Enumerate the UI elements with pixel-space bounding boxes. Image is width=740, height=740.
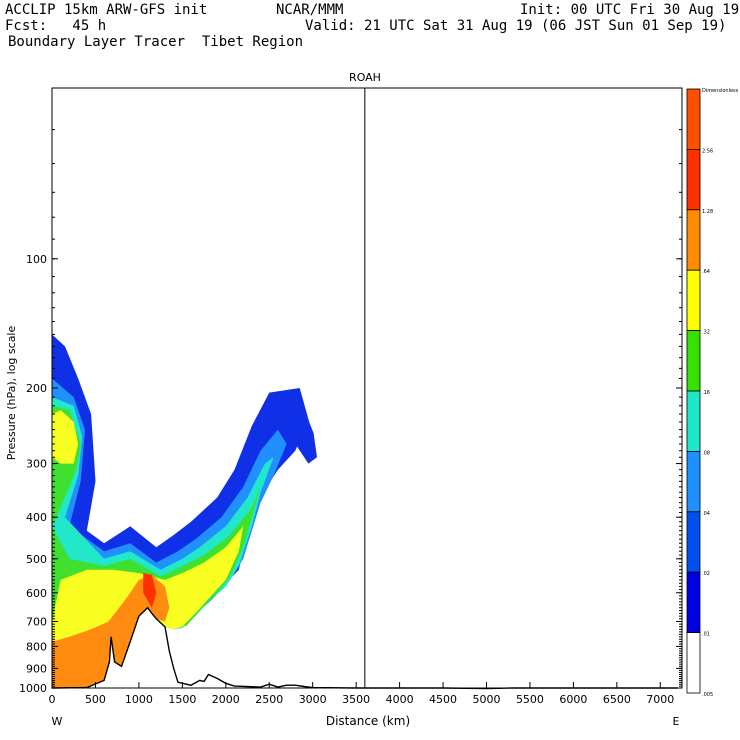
y-tick-label: 900 <box>26 662 47 675</box>
colorbar-level-label: 2.56 <box>702 148 713 154</box>
x-tick-label: 3500 <box>342 693 370 706</box>
tracer-field <box>51 88 678 690</box>
colorbar-swatch <box>686 450 701 513</box>
east-end-label: E <box>673 715 680 728</box>
colorbar-swatch <box>686 88 701 150</box>
colorbar: Dimensionless 2.56 1.28 .64 .32 .16 .08 .04 .02.… <box>686 88 739 698</box>
x-tick-label: 1000 <box>125 693 153 706</box>
chart-title: ROAH <box>349 71 381 84</box>
valid-time: Valid: 21 UTC Sat 31 Aug 19 (06 JST Sun … <box>305 18 727 34</box>
x-tick-label: 1500 <box>168 693 196 706</box>
x-tick-label: 6000 <box>559 693 587 706</box>
colorbar-swatch <box>686 571 701 634</box>
x-tick-label: 6500 <box>603 693 631 706</box>
tracer-contour-p32-5 <box>52 410 79 464</box>
y-tick-label: 600 <box>26 587 47 600</box>
y-tick-label: 100 <box>26 253 47 266</box>
colorbar-swatch <box>686 148 701 211</box>
colorbar-level-label: .005 <box>702 692 713 698</box>
y-tick-label: 500 <box>26 553 47 566</box>
y-tick-label: 700 <box>26 616 47 629</box>
colorbar-swatch <box>686 511 701 573</box>
colorbar-level-label: 1.28 <box>702 209 713 215</box>
organization-label: NCAR/MMM <box>276 2 344 18</box>
y-axis-label: Pressure (hPa), log scale <box>5 326 18 461</box>
colorbar-level-label: .02 <box>702 571 710 577</box>
x-tick-label: 2000 <box>212 693 240 706</box>
colorbar-swatch <box>686 330 701 392</box>
x-tick-label: 500 <box>85 693 106 706</box>
x-tick-label: 4000 <box>386 693 414 706</box>
x-tick-label: 2500 <box>255 693 283 706</box>
y-tick-label: 400 <box>26 511 47 524</box>
colorbar-swatch <box>686 390 701 452</box>
colorbar-level-label: .01 <box>702 632 710 638</box>
colorbar-swatch <box>686 269 701 332</box>
x-tick-label: 0 <box>49 693 56 706</box>
x-tick-label: 4500 <box>429 693 457 706</box>
x-tick-label: 3000 <box>299 693 327 706</box>
colorbar-level-label: Dimensionless <box>702 88 739 94</box>
axis-ticks: 0 500 1000 1500 2000 2500 3000 3500 4000 4500 5000… <box>19 129 682 706</box>
y-tick-label: 300 <box>26 458 47 471</box>
y-tick-label: 800 <box>26 640 47 653</box>
west-end-label: W <box>52 715 63 728</box>
field-description: Boundary Layer Tracer Tibet Region <box>8 34 304 50</box>
colorbar-level-label: .08 <box>702 450 710 456</box>
colorbar-level-label: .32 <box>702 330 710 336</box>
x-tick-label: 5000 <box>473 693 501 706</box>
tracer-contour-p64-7 <box>52 574 170 688</box>
colorbar-level-label: .64 <box>702 269 710 275</box>
colorbar-level-label: .04 <box>702 511 710 517</box>
init-time: Init: 00 UTC Fri 30 Aug 19 <box>520 2 740 18</box>
x-axis-label: Distance (km) <box>326 714 410 728</box>
colorbar-swatch <box>686 209 701 271</box>
tracer-contour-1p28-8 <box>143 573 157 608</box>
y-tick-label: 1000 <box>19 682 47 695</box>
colorbar-level-label: .16 <box>702 390 710 396</box>
x-tick-label: 7000 <box>646 693 674 706</box>
model-title: ACCLIP 15km ARW-GFS init <box>5 2 208 18</box>
colorbar-swatch <box>686 632 701 694</box>
forecast-hour: Fcst: 45 h <box>5 18 107 34</box>
x-tick-label: 5500 <box>516 693 544 706</box>
y-tick-label: 200 <box>26 382 47 395</box>
